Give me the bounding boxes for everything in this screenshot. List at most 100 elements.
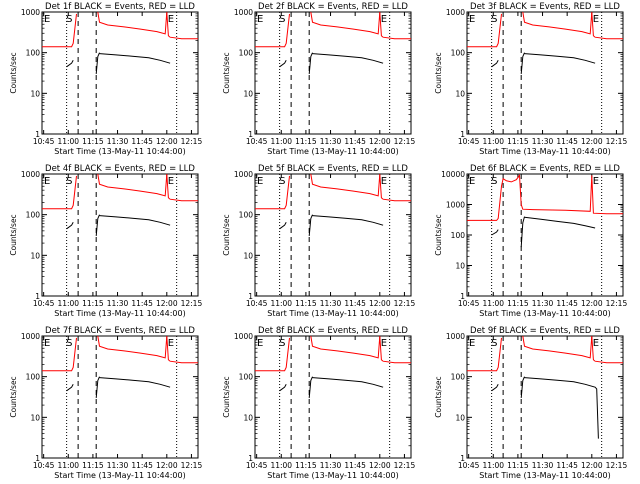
events-series-line	[520, 216, 525, 248]
e-marker-label: E	[469, 338, 475, 349]
plot-frame	[466, 173, 624, 297]
chart-title: Det 8f BLACK = Events, RED = LLD	[258, 326, 408, 336]
x-tick-label: 12:00	[156, 137, 178, 146]
e-marker-label: E	[257, 14, 263, 25]
x-tick-label: 11:45	[556, 137, 578, 146]
y-tick-label: 1	[248, 454, 253, 463]
x-tick-label: 12:15	[181, 137, 203, 146]
x-tick-label: 10:45	[458, 299, 480, 308]
s-marker-label: S	[491, 14, 497, 25]
y-tick-label: 10	[30, 251, 40, 260]
e-marker-label: E	[168, 338, 174, 349]
events-series-line	[66, 222, 74, 230]
x-tick-label: 11:00	[482, 299, 504, 308]
lld-series-line	[467, 173, 623, 221]
y-tick-label: 10	[455, 262, 465, 271]
y-axis-label: Counts/sec	[434, 52, 443, 93]
x-tick-label: 11:30	[107, 461, 129, 470]
y-tick-label: 10	[455, 89, 465, 98]
x-tick-label: 11:45	[344, 299, 366, 308]
events-series-line	[66, 60, 74, 68]
y-tick-label: 100	[239, 49, 254, 58]
e-marker-label: E	[257, 176, 263, 187]
y-axis-label: Counts/sec	[9, 214, 18, 255]
x-tick-label: 11:00	[57, 299, 79, 308]
x-tick-label: 11:30	[532, 137, 554, 146]
y-tick-label: 1	[248, 292, 253, 301]
e-marker-label: E	[381, 176, 387, 187]
y-axis-label: Counts/sec	[434, 214, 443, 255]
y-tick-label: 1000	[446, 332, 465, 341]
lld-series-line	[255, 13, 290, 48]
events-series-line	[524, 216, 596, 229]
lld-series-line	[97, 11, 198, 40]
x-tick-label: 11:15	[82, 461, 104, 470]
s-marker-label: S	[66, 14, 72, 25]
e-marker-label: E	[381, 14, 387, 25]
e-marker-label: E	[381, 338, 387, 349]
x-tick-label: 11:15	[507, 299, 529, 308]
y-tick-label: 1000	[234, 332, 253, 341]
x-axis-label: Start Time (13-May-11 10:44:00)	[54, 471, 185, 480]
x-tick-label: 12:15	[181, 461, 203, 470]
x-tick-label: 11:45	[344, 137, 366, 146]
events-series-line	[279, 60, 287, 68]
plot-frame	[254, 335, 412, 459]
x-tick-label: 12:00	[156, 299, 178, 308]
s-marker-label: S	[279, 338, 285, 349]
x-tick-label: 12:15	[606, 461, 628, 470]
chart-title: Det 5f BLACK = Events, RED = LLD	[258, 164, 408, 174]
y-tick-label: 1000	[234, 8, 253, 17]
y-tick-label: 100	[239, 373, 254, 382]
events-series-line	[520, 52, 525, 74]
x-tick-label: 10:45	[458, 461, 480, 470]
x-tick-label: 10:45	[33, 461, 55, 470]
s-marker-label: S	[491, 338, 497, 349]
x-tick-label: 11:45	[556, 461, 578, 470]
lld-series-line	[255, 337, 290, 372]
y-axis-label: Counts/sec	[9, 52, 18, 93]
events-series-line	[491, 60, 499, 68]
y-tick-label: 1	[460, 130, 465, 139]
y-tick-label: 100	[26, 373, 41, 382]
y-tick-label: 100	[26, 211, 41, 220]
x-tick-label: 12:15	[394, 461, 416, 470]
y-tick-label: 1000	[446, 8, 465, 17]
s-marker-label: S	[66, 338, 72, 349]
events-series-line	[279, 222, 287, 230]
x-tick-label: 11:00	[57, 137, 79, 146]
y-axis-label: Counts/sec	[222, 214, 231, 255]
x-tick-label: 11:00	[270, 299, 292, 308]
lld-series-line	[97, 335, 198, 364]
s-marker-label: S	[279, 14, 285, 25]
y-tick-label: 1000	[21, 8, 40, 17]
events-series-line	[99, 377, 171, 388]
x-tick-label: 12:15	[181, 299, 203, 308]
lld-series-line	[522, 335, 623, 364]
x-tick-label: 11:45	[344, 461, 366, 470]
x-tick-label: 11:45	[556, 299, 578, 308]
x-tick-label: 12:00	[369, 299, 391, 308]
x-tick-label: 11:15	[507, 137, 529, 146]
x-tick-label: 11:30	[532, 461, 554, 470]
events-series-line	[99, 215, 171, 226]
x-tick-label: 12:15	[606, 299, 628, 308]
x-tick-label: 11:45	[131, 137, 153, 146]
lld-series-line	[310, 335, 411, 364]
e-marker-label: E	[44, 176, 50, 187]
e-marker-label: E	[44, 338, 50, 349]
x-tick-label: 11:45	[131, 461, 153, 470]
chart-title: Det 3f BLACK = Events, RED = LLD	[470, 2, 620, 12]
plot-frame	[466, 335, 624, 459]
chart-title: Det 7f BLACK = Events, RED = LLD	[45, 326, 195, 336]
plot-frame	[254, 173, 412, 297]
events-series-line	[312, 53, 384, 64]
plot-frame	[41, 335, 199, 459]
plot-frame	[466, 11, 624, 135]
chart-title: Det 4f BLACK = Events, RED = LLD	[45, 164, 195, 174]
y-tick-label: 1000	[21, 170, 40, 179]
x-tick-label: 11:00	[482, 461, 504, 470]
x-tick-label: 11:30	[107, 137, 129, 146]
e-marker-label: E	[168, 14, 174, 25]
y-tick-label: 10	[30, 413, 40, 422]
